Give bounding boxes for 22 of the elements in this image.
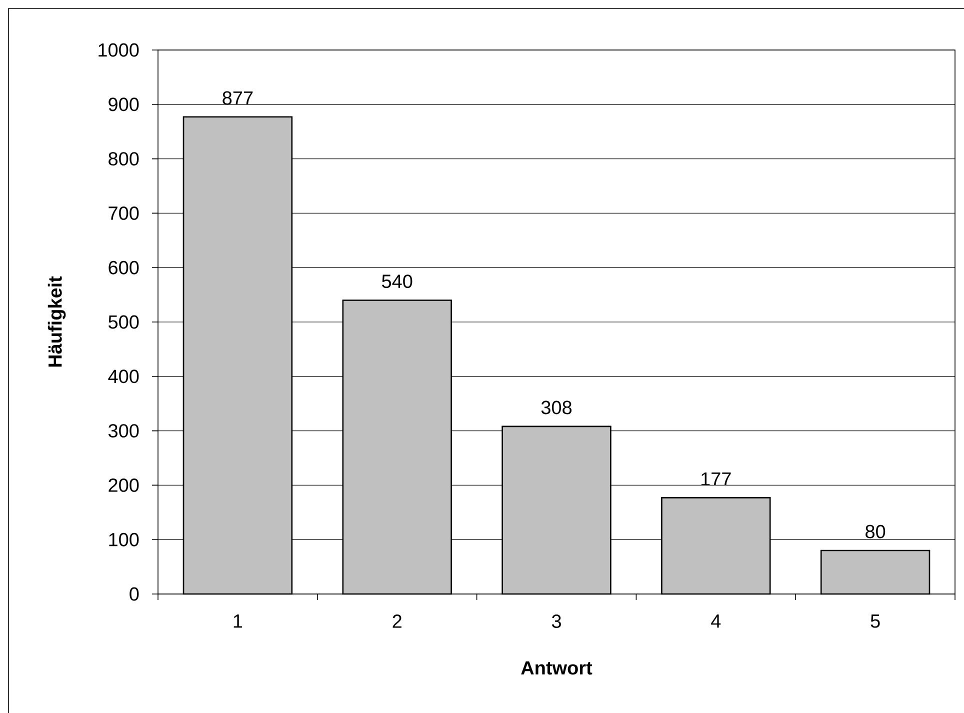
y-tick-label: 300 (108, 424, 139, 438)
data-label: 540 (382, 274, 412, 288)
data-label: 877 (222, 91, 253, 105)
y-tick-label: 1000 (98, 43, 139, 57)
y-tick-label: 200 (108, 478, 139, 492)
y-tick-label: 500 (108, 315, 139, 329)
y-tick-label: 600 (108, 260, 139, 274)
x-tick-label: 4 (711, 614, 721, 628)
y-tick-label: 100 (109, 532, 139, 546)
x-tick-label: 5 (870, 614, 880, 628)
x-axis-title: Antwort (521, 661, 592, 675)
x-tick-label: 3 (552, 614, 561, 628)
data-label: 308 (541, 400, 572, 414)
y-tick-label: 800 (108, 152, 139, 166)
y-tick-label: 0 (130, 587, 139, 601)
x-tick-label: 2 (392, 614, 402, 628)
data-label: 80 (866, 524, 886, 538)
y-tick-label: 400 (108, 370, 139, 384)
y-tick-label: 700 (108, 206, 139, 220)
y-tick-label: 900 (108, 98, 139, 112)
x-tick-label: 1 (234, 614, 242, 628)
y-axis-title: Häufigkeit (48, 276, 66, 367)
